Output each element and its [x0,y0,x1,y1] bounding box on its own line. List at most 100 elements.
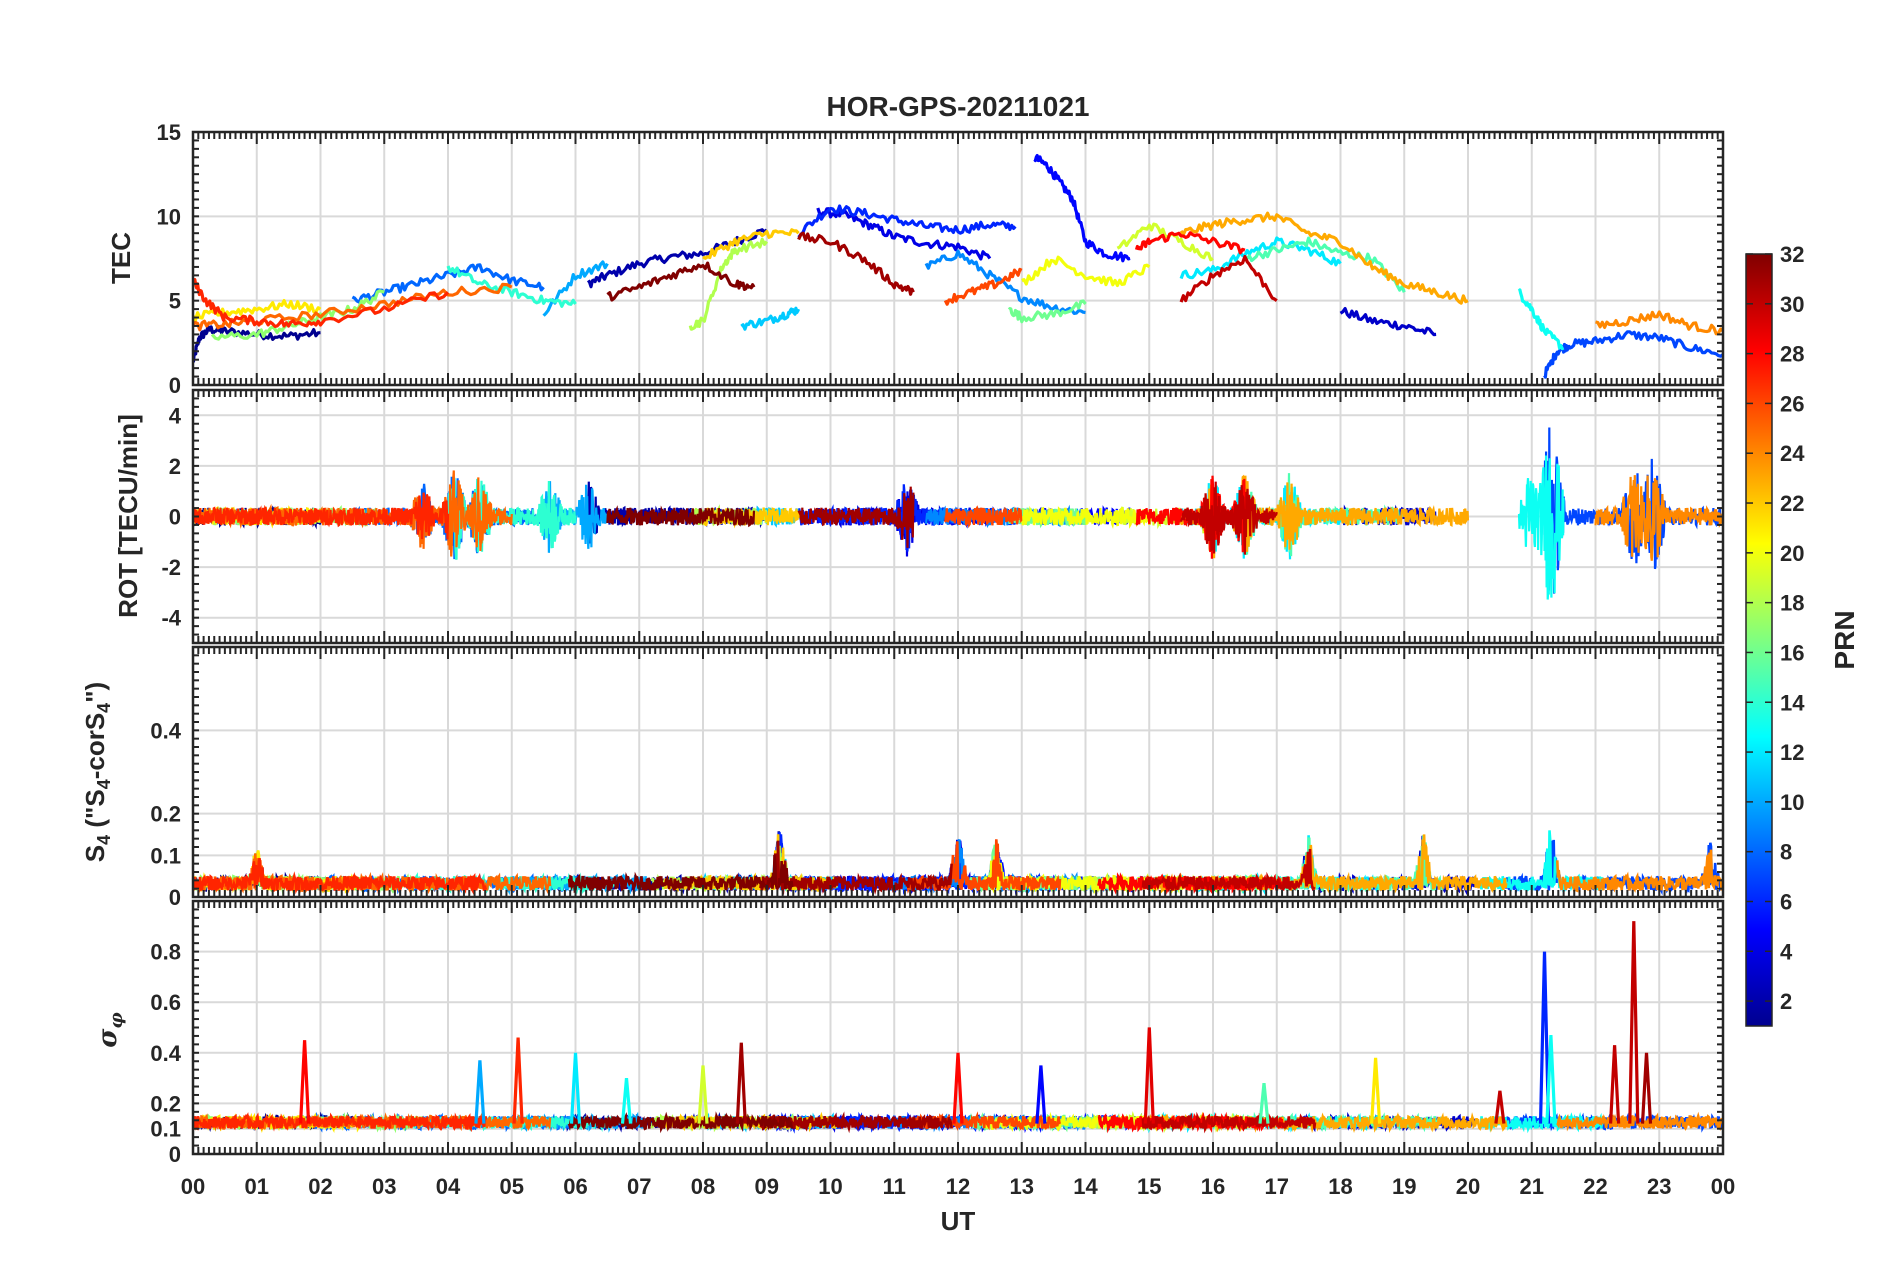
rot-ylabel: ROT [TECU/min] [113,414,143,618]
x-tick-label: 17 [1265,1174,1289,1199]
x-tick-label: 02 [308,1174,332,1199]
tec-series-prn-20 [1021,255,1151,288]
x-tick-label: 16 [1201,1174,1225,1199]
tec-series-prn-11 [740,306,801,331]
s4-series-prn-30 [1141,848,1316,893]
colorbar-label: PRN [1829,610,1860,669]
tec-series-prn-1 [193,324,321,363]
s4-series-prn-27 [193,857,488,896]
colorbar-tick-label: 32 [1780,242,1804,267]
colorbar-tick-label: 16 [1780,640,1804,665]
x-tick-label: 04 [436,1174,461,1199]
sigma-spike [1370,1057,1382,1124]
x-tick-label: 09 [755,1174,779,1199]
tec-series-prn-30 [1179,254,1278,303]
rot-ytick-label: 0 [169,505,181,530]
tec-series-prn-16 [1007,299,1087,324]
s4-ylabel-sub: 4 [94,835,114,845]
x-tick-label: 10 [818,1174,842,1199]
s4-series-prn-32 [567,854,794,894]
tec-series-prn-3 [1339,307,1437,337]
rot-series-prn-20 [1020,505,1151,529]
sigma-spike [1628,921,1640,1124]
tec-series-prn-22 [702,228,800,260]
rot-ytick-label: 4 [169,403,182,428]
colorbar-tick-label: 12 [1780,740,1804,765]
sigma-ytick-label: 0.6 [150,990,181,1015]
rot-ytick-label: -2 [161,555,181,580]
tec-series-prn-12 [1179,236,1342,280]
sigma-spike [735,1042,747,1124]
tec-series-prn-7 [1543,330,1723,379]
sigma-ytick-label: 0 [169,1142,181,1167]
x-tick-label: 03 [372,1174,396,1199]
s4-ylabel: S4 ("S4-corS4") [80,682,114,862]
s4-ytick-label: 0.1 [150,843,181,868]
tec-series-prn-28 [1134,231,1246,255]
rot-series-prn-30 [1180,481,1278,555]
x-tick-label: 11 [883,1174,906,1199]
x-tick-label: 05 [500,1174,524,1199]
sigma-series-prn-26 [905,1111,1062,1131]
x-tick-label: 01 [245,1174,269,1199]
tec-ytick-label: 15 [157,120,181,145]
tec-series-prn-18 [688,237,769,331]
sigma-series-prn-24 [1556,1111,1723,1132]
s4-ylabel-end: ") [80,682,110,703]
rot-series-prn-31 [797,486,915,548]
rot-series-prn-32 [606,505,756,528]
rot-series-prn-24 [1594,475,1723,561]
x-tick-label: 23 [1647,1174,1671,1199]
x-tick-label: 00 [181,1174,205,1199]
x-tick-label: 06 [563,1174,587,1199]
tec-series-prn-6 [797,204,1017,239]
sigma-spike [1143,1027,1155,1124]
sigma-spike [1035,1065,1047,1124]
sigma-spike [620,1077,633,1124]
x-tick-label: 20 [1456,1174,1480,1199]
tec-series-prn-8 [351,263,545,304]
x-axis-label: UT [941,1206,976,1236]
tec-series-prn-27 [193,278,450,328]
s4-ylabel-rest: ("S [80,789,110,835]
colorbar-tick-label: 24 [1780,441,1805,466]
s4-frame [191,645,1725,899]
colorbar-tick-label: 4 [1780,939,1793,964]
sigma-series-prn-31 [759,1111,953,1134]
s4-series-group [193,830,1723,896]
sigma-ytick-label: 0.4 [150,1041,181,1066]
colorbar-tick-label: 22 [1780,491,1804,516]
tec-series-prn-31 [797,231,915,296]
colorbar-tick-label: 2 [1780,989,1792,1014]
x-tick-label: 21 [1520,1174,1544,1199]
s4-ytick-label: 0.4 [150,718,181,743]
sigma-spike [512,1037,524,1124]
sigma-spike [952,1052,964,1124]
s4-ylabel-main: S [80,845,110,862]
sigma-ylabel-symbol: σ [93,1028,123,1048]
sigma-spike [1640,1052,1653,1124]
sigma-spike [697,1065,709,1124]
x-tick-label: 15 [1137,1174,1161,1199]
tec-series-prn-2 [586,228,768,289]
x-tick-label: 12 [946,1174,970,1199]
sigma-ytick-label: 0.2 [150,1091,181,1116]
x-tick-label: 07 [627,1174,651,1199]
x-tick-label: 22 [1583,1174,1607,1199]
s4-ylabel-mid: -corS [80,713,110,779]
sigma-series-group [193,921,1723,1134]
sigma-spike [1494,1090,1506,1124]
x-tick-label: 13 [1010,1174,1034,1199]
s4-panel: 0 0.1 0.2 0.4 [150,645,1725,910]
tec-series-prn-32 [606,261,756,302]
sigma-spike [1545,1035,1557,1124]
tec-series-prn-24 [1595,310,1723,336]
colorbar-tick-label: 6 [1780,889,1792,914]
sigma-spike [569,1052,582,1124]
chart-title: HOR-GPS-20211021 [826,91,1089,122]
sigma-spike [1258,1083,1270,1124]
x-tick-labels: 00 01 02 03 04 05 06 07 08 09 10 11 12 13 14 15 16 17 18 19… [181,1174,1735,1199]
rot-frame [191,388,1725,645]
s4-ylabel-sub3: 4 [94,703,114,713]
tec-series-prn-13 [1517,288,1565,351]
